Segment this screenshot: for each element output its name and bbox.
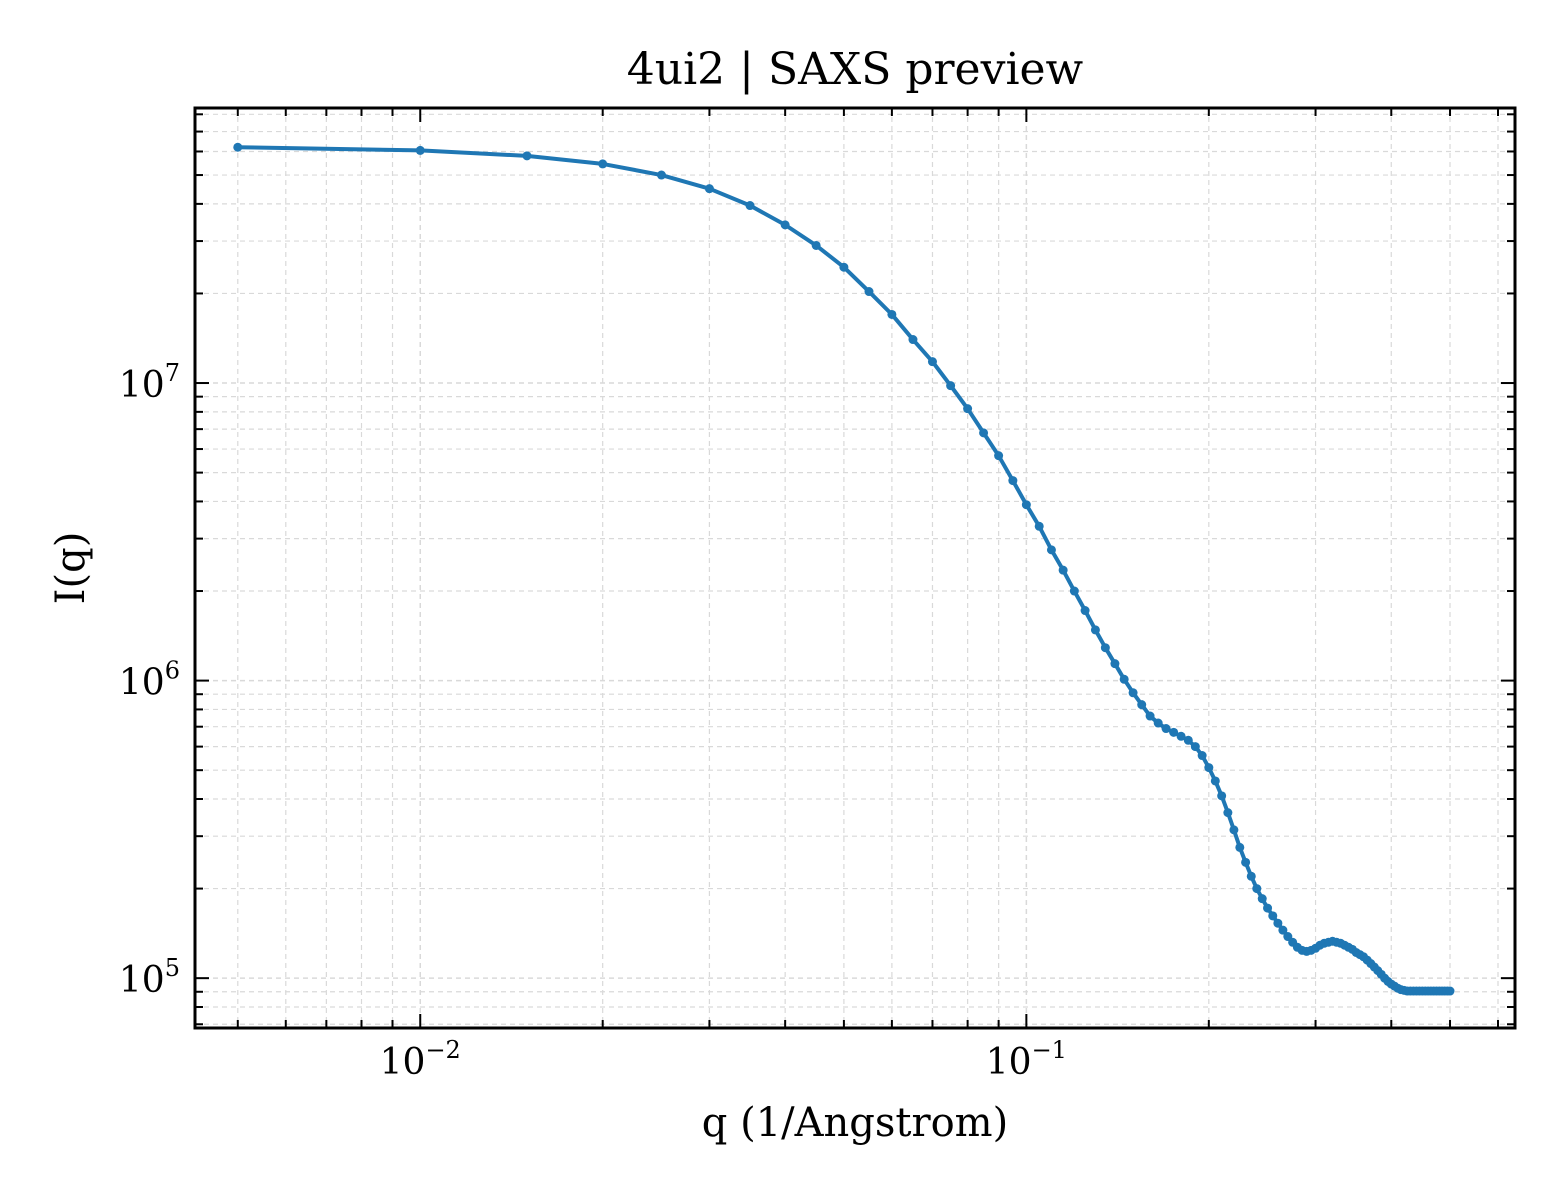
data-point (1445, 986, 1455, 996)
data-point (1100, 643, 1110, 653)
data-point (1217, 791, 1227, 801)
data-point (1034, 521, 1044, 531)
data-point (994, 451, 1004, 461)
data-point (1161, 724, 1171, 734)
data-point (1273, 918, 1283, 928)
data-point (1176, 731, 1186, 741)
data-point (927, 357, 937, 367)
data-point (1169, 727, 1179, 737)
data-point (1197, 751, 1207, 761)
data-point (1183, 735, 1193, 745)
data-point (864, 287, 874, 297)
plot-frame (193, 106, 1517, 1030)
data-point (1241, 857, 1251, 867)
data-series (233, 142, 1455, 996)
data-point (1145, 711, 1155, 721)
data-point (1069, 586, 1079, 596)
data-point (415, 145, 425, 155)
data-point (1119, 674, 1129, 684)
data-point (1008, 476, 1018, 486)
data-point (1278, 925, 1288, 935)
data-point (946, 381, 956, 391)
tick-labels: 10−2 10−1 105 106 107 (119, 359, 1067, 1083)
data-point (1090, 625, 1100, 635)
data-point (780, 220, 790, 230)
data-point (598, 159, 608, 169)
data-point (1058, 565, 1068, 575)
data-point (1223, 808, 1233, 818)
chart-title: 4ui2 | SAXS preview (627, 44, 1084, 95)
x-tick-label: 10−2 (380, 1036, 461, 1083)
x-axis-label: q (1/Angstrom) (702, 1100, 1008, 1146)
data-point (1210, 776, 1220, 786)
y-tick-label: 106 (119, 657, 180, 704)
data-point (656, 170, 666, 180)
data-point (1190, 742, 1200, 752)
data-point (1263, 903, 1273, 913)
data-point (811, 240, 821, 250)
data-point (1257, 894, 1267, 904)
data-point (522, 151, 532, 161)
data-point (1252, 884, 1262, 894)
y-tick-label: 107 (119, 359, 180, 406)
data-point (233, 142, 243, 152)
data-point (963, 404, 973, 414)
data-point (745, 201, 755, 211)
x-tick-label: 10−1 (986, 1036, 1067, 1083)
data-point (1246, 871, 1256, 881)
data-point (1153, 718, 1163, 728)
data-point (1268, 911, 1278, 921)
data-point (979, 428, 989, 438)
data-point (704, 184, 714, 194)
y-axis-label: I(q) (48, 532, 94, 605)
data-point (839, 262, 849, 272)
data-point (1235, 842, 1245, 852)
data-point (1080, 606, 1090, 616)
data-point (1229, 825, 1239, 835)
data-point (1137, 700, 1147, 710)
data-point (1128, 688, 1138, 698)
data-point (1021, 500, 1031, 510)
data-point (908, 335, 918, 345)
data-point (1046, 545, 1056, 555)
grid-lines (195, 108, 1515, 1028)
data-point (887, 309, 897, 319)
data-point (1204, 763, 1214, 773)
y-tick-label: 105 (119, 954, 180, 1001)
data-point (1110, 659, 1120, 669)
